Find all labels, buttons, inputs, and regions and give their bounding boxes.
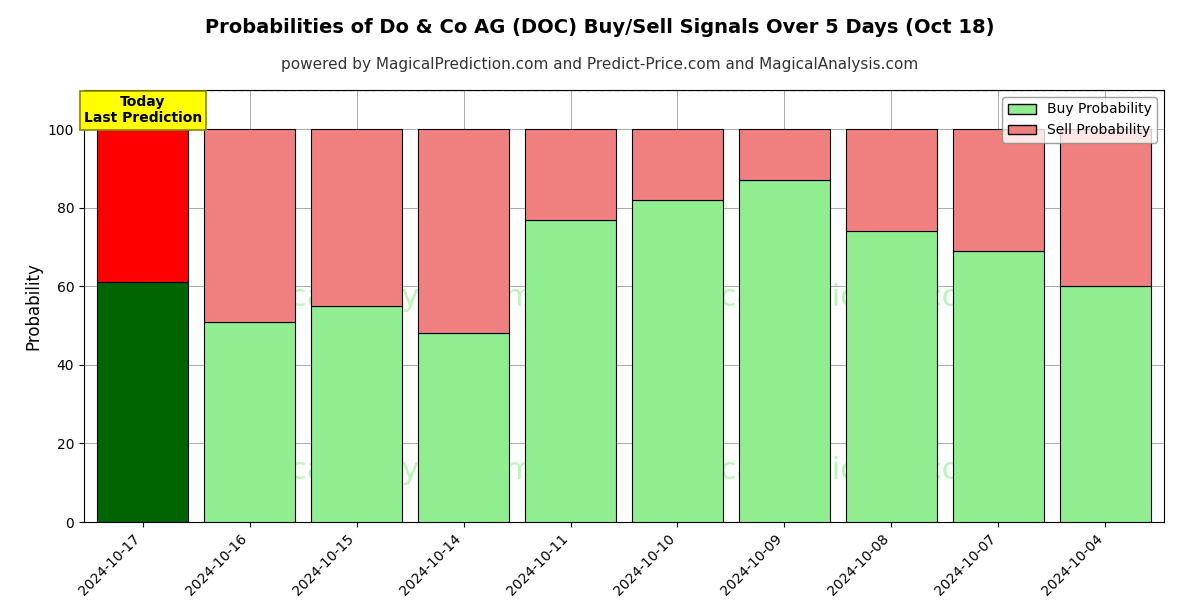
Bar: [97, 283, 188, 522]
Bar: [846, 129, 937, 232]
Text: MagicalAnalysis.com: MagicalAnalysis.com: [217, 455, 534, 485]
Bar: [526, 220, 616, 522]
Bar: [204, 129, 295, 322]
Text: powered by MagicalPrediction.com and Predict-Price.com and MagicalAnalysis.com: powered by MagicalPrediction.com and Pre…: [281, 57, 919, 72]
Bar: [953, 129, 1044, 251]
Legend: Buy Probability, Sell Probability: Buy Probability, Sell Probability: [1002, 97, 1157, 143]
Bar: [204, 322, 295, 522]
Bar: [1060, 129, 1151, 286]
Text: Probabilities of Do & Co AG (DOC) Buy/Sell Signals Over 5 Days (Oct 18): Probabilities of Do & Co AG (DOC) Buy/Se…: [205, 18, 995, 37]
Text: Today
Last Prediction: Today Last Prediction: [84, 95, 202, 125]
Bar: [97, 129, 188, 283]
Bar: [418, 334, 509, 522]
Bar: [311, 129, 402, 306]
Bar: [846, 232, 937, 522]
Bar: [418, 129, 509, 334]
Text: MagicalPrediction.com: MagicalPrediction.com: [647, 455, 990, 485]
Bar: [1060, 286, 1151, 522]
Text: MagicalPrediction.com: MagicalPrediction.com: [647, 283, 990, 312]
Bar: [526, 129, 616, 220]
Bar: [632, 129, 722, 200]
Bar: [632, 200, 722, 522]
Text: MagicalAnalysis.com: MagicalAnalysis.com: [217, 283, 534, 312]
Bar: [311, 306, 402, 522]
Bar: [739, 129, 830, 181]
Bar: [953, 251, 1044, 522]
Bar: [739, 181, 830, 522]
Y-axis label: Probability: Probability: [24, 262, 42, 350]
